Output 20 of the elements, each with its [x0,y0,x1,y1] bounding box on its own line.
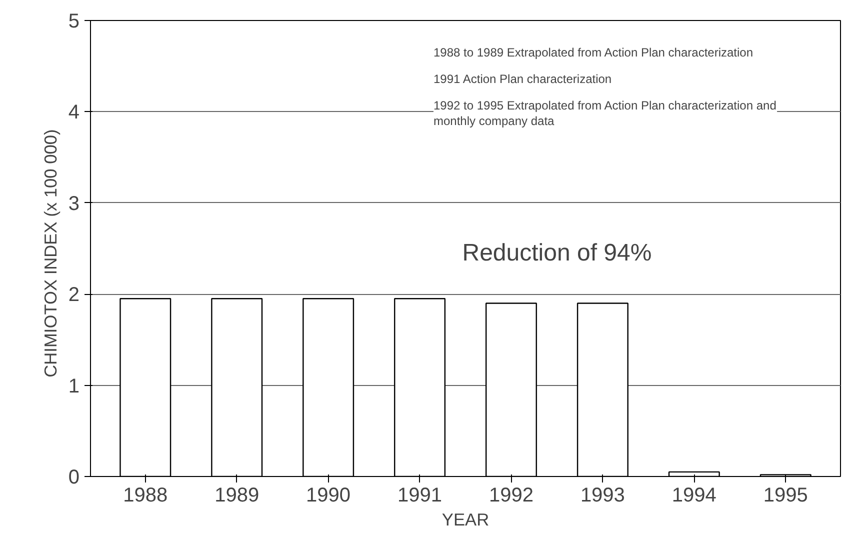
x-tick-label: 1995 [763,484,808,506]
x-tick-label: 1989 [214,484,260,506]
annotation: 1992 to 1995 Extrapolated from Action Plan characterization and monthly company data [433,98,776,128]
annotation: Reduction of 94% [462,240,652,267]
x-tick-label: 1993 [580,484,625,506]
annotation: 1991 Action Plan characterization [433,72,612,86]
x-tick-label: 1988 [123,484,168,506]
x-tick-label: 1991 [398,484,442,506]
x-tick-label: 1990 [306,484,351,506]
y-tick-label: 4 [68,102,80,124]
y-tick-label: 5 [68,10,80,32]
x-tick-label: 1994 [672,484,716,506]
x-axis-title: YEAR [442,510,490,530]
y-tick-label: 2 [68,284,80,306]
y-axis-title: CHIMIOTOX INDEX (x 100 000) [40,129,60,378]
y-tick-label: 1 [68,375,80,398]
x-tick-label: 1992 [488,484,534,506]
y-tick-label: 3 [68,192,80,215]
annotation: 1988 to 1989 Extrapolated from Action Plan characterization [433,45,754,60]
y-tick-label: 0 [68,466,80,488]
